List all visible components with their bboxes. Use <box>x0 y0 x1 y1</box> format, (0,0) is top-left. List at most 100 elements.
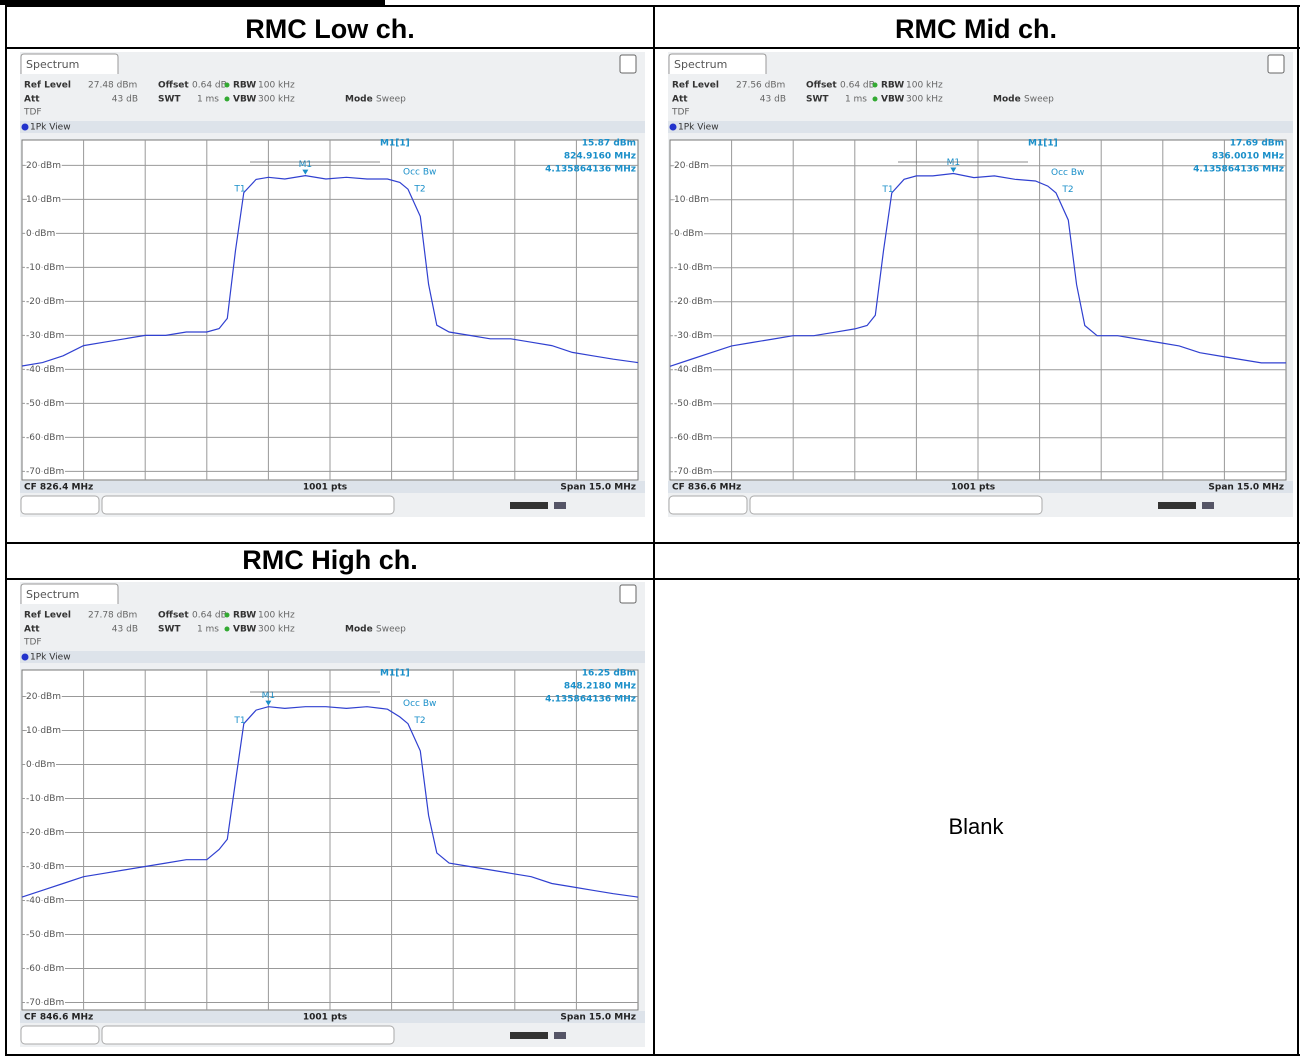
status-icon <box>554 1032 566 1039</box>
setting-text: SWT <box>806 95 829 105</box>
y-tick-label: -30 dBm <box>26 862 64 872</box>
footer-bar <box>668 481 1293 493</box>
setting-text: Att <box>24 95 40 105</box>
y-tick-label: 10 dBm <box>26 726 61 736</box>
trace <box>21 706 639 898</box>
table-border <box>653 5 655 1056</box>
y-tick-label: -20 dBm <box>674 297 712 307</box>
setting-text: 300 kHz <box>906 95 943 105</box>
y-tick-label: -30 dBm <box>26 331 64 341</box>
status-dot <box>224 626 230 632</box>
setting-text: TDF <box>23 638 42 648</box>
marker-label: M1 <box>262 691 276 701</box>
marker-label: T1 <box>233 716 245 726</box>
readout-name: M1[1] <box>380 139 410 149</box>
view-dot <box>21 653 29 661</box>
status-box <box>668 495 748 515</box>
setting-text: 300 kHz <box>258 625 295 635</box>
y-tick-label: -60 dBm <box>26 964 64 974</box>
status-box <box>20 495 100 515</box>
readout-name: M1[1] <box>1028 139 1058 149</box>
setting-text: VBW <box>881 95 904 105</box>
view-label: 1Pk View <box>30 653 71 663</box>
table-border <box>5 578 1300 580</box>
setting-text: 100 kHz <box>258 81 295 91</box>
view-dot <box>21 123 29 131</box>
marker-label: T1 <box>881 185 893 195</box>
status-dot <box>872 82 878 88</box>
setting-text: 1 ms <box>197 95 219 105</box>
table-border <box>5 47 1300 49</box>
setting-text: Ref Level <box>24 611 71 621</box>
footer-text: Span 15.0 MHz <box>560 1013 636 1023</box>
setting-text: 43 dB <box>112 95 138 105</box>
spectrum-panel: Spectrum Ref Level 27.56 dBm Offset 0.64 dB R… <box>668 52 1293 517</box>
table-border <box>5 5 1300 7</box>
setting-text: 0.64 dB <box>192 81 227 91</box>
y-tick-label: -60 dBm <box>674 433 712 443</box>
window-icon <box>619 54 637 74</box>
setting-text: Sweep <box>376 95 406 105</box>
trace <box>669 172 1286 367</box>
footer-text: CF 826.4 MHz <box>24 483 93 493</box>
footer-text: 1001 pts <box>303 1013 347 1023</box>
setting-text: TDF <box>671 108 690 118</box>
setting-text: Mode <box>993 95 1021 105</box>
setting-text: Ref Level <box>672 81 719 91</box>
view-bar <box>20 651 645 663</box>
status-dot <box>224 96 230 102</box>
status-icon <box>1202 502 1214 509</box>
y-tick-label: -40 dBm <box>674 365 712 375</box>
setting-text: 100 kHz <box>258 611 295 621</box>
marker-label: Occ Bw <box>403 168 436 178</box>
setting-text: Sweep <box>1024 95 1054 105</box>
footer-text: Span 15.0 MHz <box>1208 483 1284 493</box>
readout-occbw: 4.135864136 MHz <box>545 165 636 175</box>
y-tick-label: -10 dBm <box>26 794 64 804</box>
y-tick-label: -50 dBm <box>26 399 64 409</box>
status-progress <box>510 1032 548 1039</box>
readout-freq: 836.0010 MHz <box>1212 152 1284 162</box>
status-dot <box>224 612 230 618</box>
status-dot <box>872 96 878 102</box>
window-title: Spectrum <box>26 58 79 71</box>
setting-text: 0.64 dB <box>192 611 227 621</box>
window-tab <box>20 53 119 74</box>
setting-text: Mode <box>345 95 373 105</box>
tab-strip <box>0 0 385 5</box>
status-box <box>101 495 395 515</box>
marker-label: T1 <box>233 185 245 195</box>
status-progress <box>1158 502 1196 509</box>
marker-m1 <box>302 169 309 175</box>
setting-text: TDF <box>23 108 42 118</box>
setting-text: 1 ms <box>845 95 867 105</box>
setting-text: VBW <box>233 625 256 635</box>
view-label: 1Pk View <box>30 123 71 133</box>
setting-text: SWT <box>158 625 181 635</box>
setting-text: 300 kHz <box>258 95 295 105</box>
y-tick-label: 20 dBm <box>26 692 61 702</box>
view-label: 1Pk View <box>678 123 719 133</box>
y-tick-label: -70 dBm <box>674 467 712 477</box>
footer-text: CF 846.6 MHz <box>24 1013 93 1023</box>
view-bar <box>668 121 1293 133</box>
y-tick-label: 10 dBm <box>674 195 709 205</box>
y-tick-label: 0 dBm <box>674 229 703 239</box>
readout-occbw: 4.135864136 MHz <box>545 695 636 705</box>
y-tick-label: 0 dBm <box>26 229 55 239</box>
status-box <box>101 1025 395 1045</box>
spectrum-panel: Spectrum Ref Level 27.48 dBm Offset 0.64 dB R… <box>20 52 645 517</box>
setting-text: RBW <box>233 611 256 621</box>
setting-text: Ref Level <box>24 81 71 91</box>
y-tick-label: -40 dBm <box>26 896 64 906</box>
setting-text: Att <box>672 95 688 105</box>
readout-occbw: 4.135864136 MHz <box>1193 165 1284 175</box>
y-tick-label: -20 dBm <box>26 297 64 307</box>
footer-bar <box>20 481 645 493</box>
trace <box>21 174 639 367</box>
y-tick-label: -60 dBm <box>26 433 64 443</box>
table-border <box>5 1054 1300 1056</box>
footer-text: CF 836.6 MHz <box>672 483 741 493</box>
y-tick-label: 20 dBm <box>26 161 61 171</box>
window-icon <box>619 584 637 604</box>
